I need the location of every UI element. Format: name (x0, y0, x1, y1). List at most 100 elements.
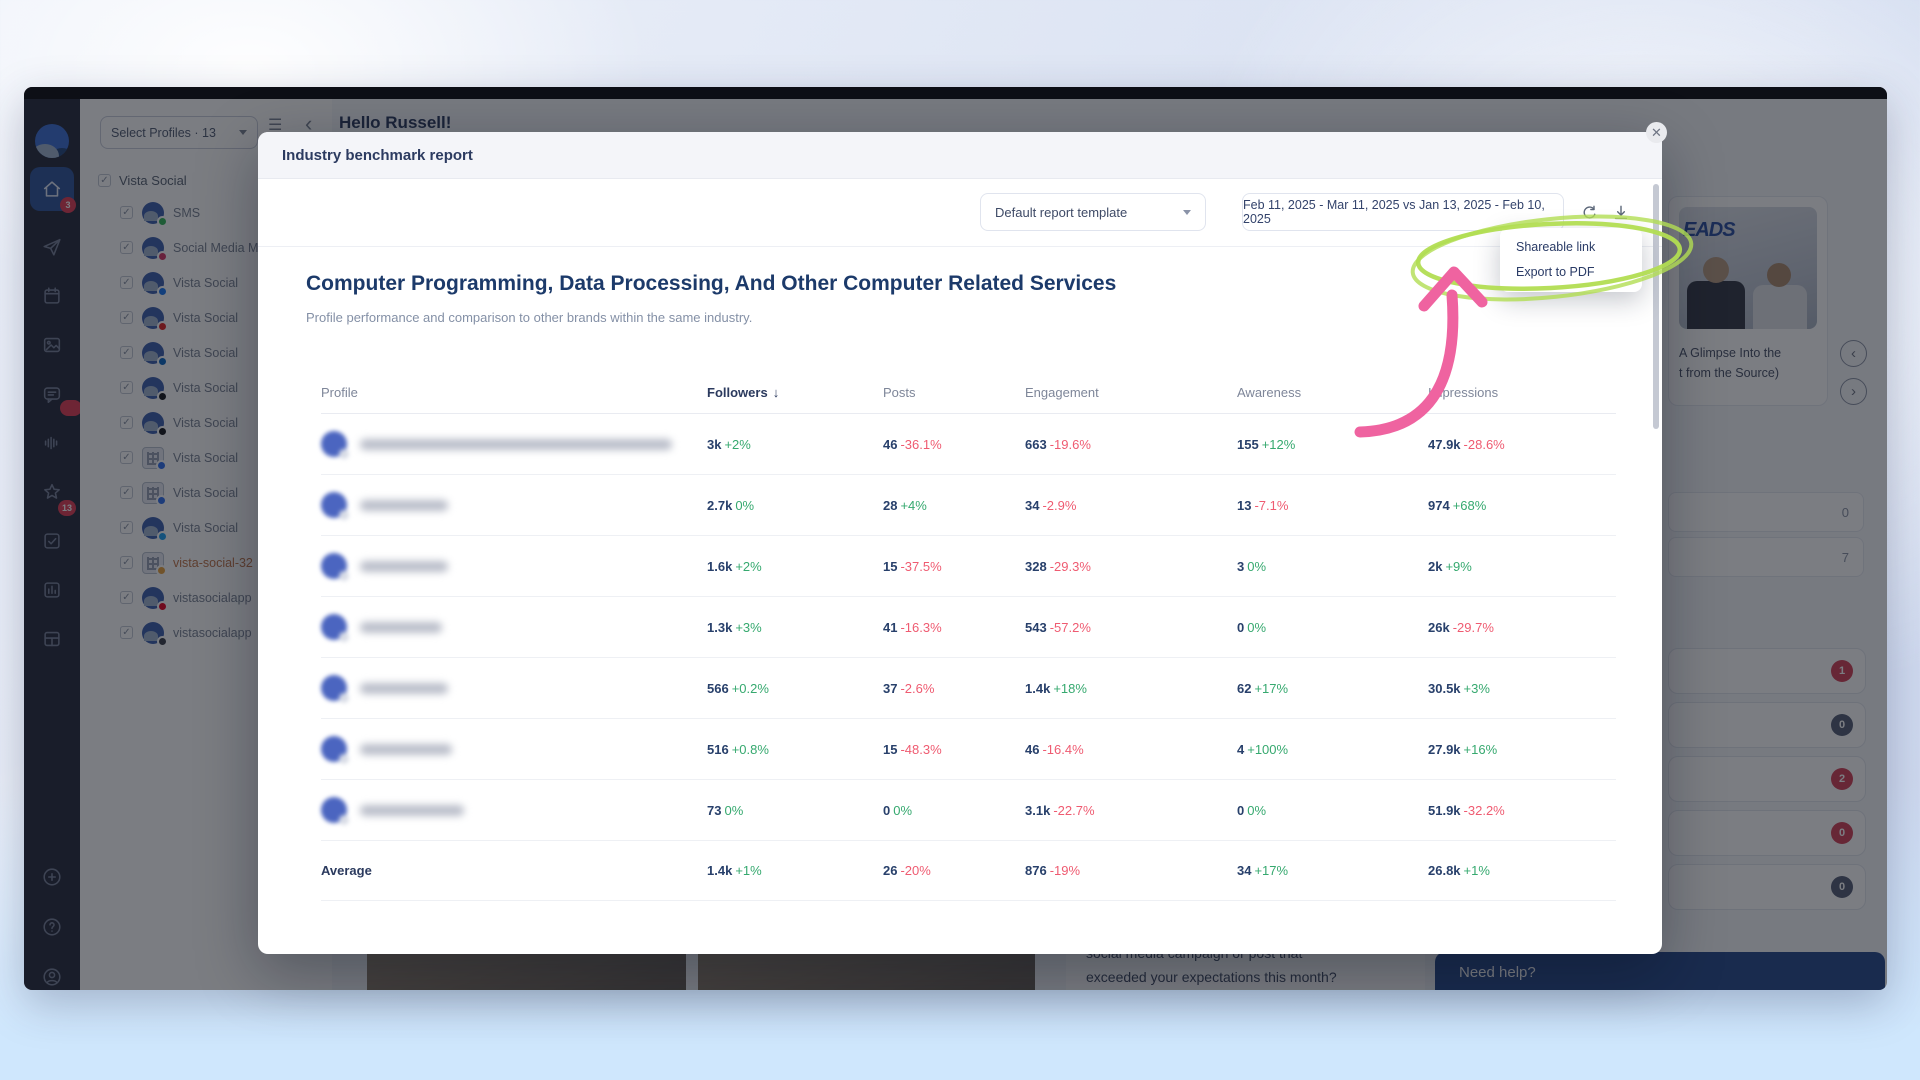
metric-value: 41 (883, 619, 898, 635)
export-menu: Shareable link Export to PDF (1500, 228, 1642, 292)
average-row: Average 1.4k +1% 26 -20% 876 -19% 34 +17% 26.8k +1… (321, 841, 1616, 901)
metric-value: 0 (883, 802, 891, 818)
metric-value: 0 (1237, 619, 1245, 635)
profile-avatar (321, 614, 349, 642)
profile-avatar (321, 797, 349, 825)
refresh-button[interactable] (1579, 203, 1599, 223)
table-row: 2.7k 0% 28 +4% 34 -2.9% 13 -7.1% 974 +68% (321, 475, 1616, 536)
blurred-profile-name (360, 804, 464, 816)
col-followers-label: Followers (707, 385, 768, 400)
metric-delta: +9% (1445, 558, 1472, 574)
date-range-picker[interactable]: Feb 11, 2025 - Mar 11, 2025 vs Jan 13, 2… (1242, 193, 1564, 231)
metric-delta: +2% (735, 558, 762, 574)
menu-item-shareable-link[interactable]: Shareable link (1516, 240, 1596, 254)
col-followers[interactable]: Followers ↓ (707, 385, 883, 400)
profile-cell (321, 797, 707, 825)
metric-delta: +17% (1254, 863, 1289, 878)
report-template-select[interactable]: Default report template (980, 193, 1206, 231)
metric-value: 26.8k (1428, 863, 1461, 878)
modal-header: Industry benchmark report (258, 132, 1662, 179)
metric-value: 26k (1428, 619, 1450, 635)
close-icon[interactable]: ✕ (1646, 122, 1667, 143)
metric-cell: 663 -19.6% (1025, 437, 1237, 452)
metric-cell: 1.4k +1% (707, 863, 883, 878)
metric-delta: +4% (900, 497, 927, 513)
table-row: 3k +2% 46 -36.1% 663 -19.6% 155 +12% 47.9k -28.6% (321, 414, 1616, 475)
metric-delta: -20% (900, 863, 931, 878)
metric-value: 328 (1025, 558, 1047, 574)
modal-scrollbar[interactable] (1653, 184, 1659, 429)
table-header-row: Profile Followers ↓ Posts Engagement Awar… (321, 372, 1616, 414)
metric-delta: -32.2% (1463, 802, 1505, 818)
blurred-profile-name (360, 438, 672, 450)
metric-delta: -22.7% (1053, 802, 1095, 818)
metric-delta: -57.2% (1049, 619, 1091, 635)
metric-delta: 0% (1247, 619, 1267, 635)
report-subtitle: Profile performance and comparison to ot… (306, 310, 753, 325)
metric-delta: 0% (1247, 802, 1267, 818)
menu-item-export-to-pdf[interactable]: Export to PDF (1516, 265, 1595, 279)
metric-cell: 51.9k -32.2% (1428, 803, 1616, 818)
metric-delta: -28.6% (1463, 436, 1505, 452)
benchmark-table-body: 3k +2% 46 -36.1% 663 -19.6% 155 +12% 47.9k -28.6%… (321, 414, 1616, 901)
table-row: 516 +0.8% 15 -48.3% 46 -16.4% 4 +100% 27.9k +16% (321, 719, 1616, 780)
profile-avatar (321, 492, 349, 520)
metric-cell: 2.7k 0% (707, 498, 883, 513)
metric-cell: 26k -29.7% (1428, 620, 1616, 635)
metric-value: 2.7k (707, 497, 733, 513)
metric-value: 51.9k (1428, 802, 1461, 818)
metric-value: 0 (1237, 802, 1245, 818)
metric-value: 15 (883, 558, 898, 574)
metric-value: 155 (1237, 436, 1259, 452)
col-awareness[interactable]: Awareness (1237, 385, 1302, 400)
metric-cell: 62 +17% (1237, 681, 1428, 696)
average-label: Average (321, 863, 372, 878)
metric-delta: 0% (735, 497, 755, 513)
metric-value: 3k (707, 436, 722, 452)
metric-value: 13 (1237, 497, 1252, 513)
download-button[interactable] (1611, 203, 1631, 223)
metric-value: 46 (883, 436, 898, 452)
blurred-profile-name (360, 621, 442, 633)
metric-value: 46 (1025, 741, 1040, 757)
table-row: 566 +0.2% 37 -2.6% 1.4k +18% 62 +17% 30.5k +3% (321, 658, 1616, 719)
metric-cell: 3.1k -22.7% (1025, 803, 1237, 818)
metric-cell: 328 -29.3% (1025, 559, 1237, 574)
blurred-profile-name (360, 682, 448, 694)
metric-value: 27.9k (1428, 741, 1461, 757)
col-engagement[interactable]: Engagement (1025, 385, 1099, 400)
metric-value: 543 (1025, 619, 1047, 635)
metric-value: 37 (883, 680, 898, 696)
metric-delta: -16.4% (1042, 741, 1084, 757)
metric-value: 1.4k (707, 863, 733, 878)
metric-cell: 46 -16.4% (1025, 742, 1237, 757)
metric-value: 663 (1025, 436, 1047, 452)
metric-cell: 27.9k +16% (1428, 742, 1616, 757)
metric-delta: 0% (1247, 558, 1267, 574)
metric-value: 566 (707, 680, 729, 696)
metric-cell: 73 0% (707, 803, 883, 818)
col-impressions[interactable]: Impressions (1428, 385, 1499, 400)
modal-toolbar: Default report template Feb 11, 2025 - M… (258, 179, 1662, 247)
metric-cell: 876 -19% (1025, 863, 1237, 878)
profile-cell (321, 553, 707, 581)
metric-value: 1.3k (707, 619, 733, 635)
profile-cell (321, 675, 707, 703)
profile-cell (321, 736, 707, 764)
table-row: 73 0% 0 0% 3.1k -22.7% 0 0% 51.9k -32.2% (321, 780, 1616, 841)
col-posts[interactable]: Posts (883, 385, 916, 400)
metric-cell: 15 -37.5% (883, 559, 1025, 574)
metric-delta: -19% (1049, 863, 1081, 878)
metric-delta: +100% (1247, 741, 1289, 757)
metric-value: 26 (883, 863, 898, 878)
col-profile[interactable]: Profile (321, 385, 358, 400)
metric-delta: -29.7% (1452, 619, 1494, 635)
metric-delta: +1% (1463, 863, 1490, 878)
profile-cell (321, 492, 707, 520)
blurred-profile-name (360, 743, 452, 755)
metric-cell: 46 -36.1% (883, 437, 1025, 452)
metric-cell: 30.5k +3% (1428, 681, 1616, 696)
metric-cell: 1.6k +2% (707, 559, 883, 574)
profile-avatar (321, 431, 349, 459)
metric-delta: -48.3% (900, 741, 942, 757)
